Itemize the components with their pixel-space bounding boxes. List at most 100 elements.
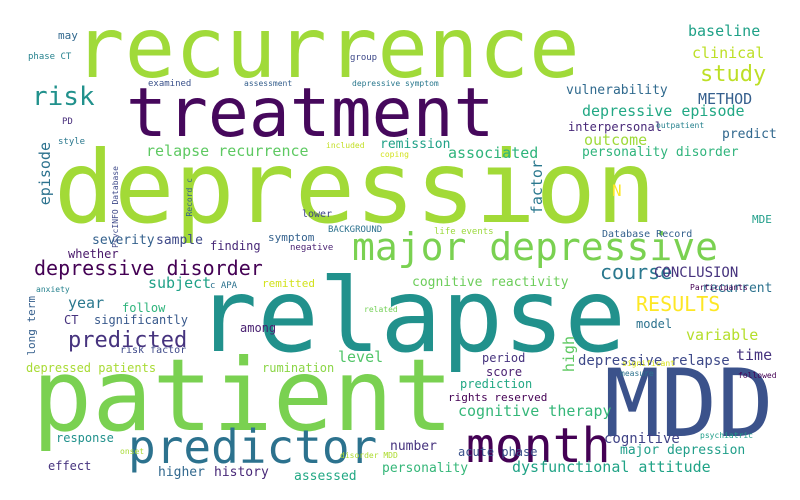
word-major-depressive: major depressive	[352, 225, 719, 269]
word-psycinfo-database: PsycINFO Database	[111, 166, 120, 248]
word-ct: CT	[64, 313, 79, 327]
word-c-apa: c APA	[210, 281, 238, 291]
word-mde: MDE	[752, 213, 772, 226]
word-level: level	[338, 348, 384, 366]
word-episode: episode	[36, 142, 54, 206]
word-negative: negative	[290, 243, 334, 253]
word-factor: factor	[528, 160, 546, 215]
word-coping: coping	[380, 150, 409, 159]
word-among: among	[240, 321, 277, 335]
word-cognitive-reactivity: cognitive reactivity	[412, 275, 569, 290]
word-finding: finding	[210, 239, 261, 253]
word-response: response	[56, 431, 114, 445]
word-risk-factor: risk factor	[120, 345, 187, 356]
word-patient: patient	[32, 337, 454, 454]
word-rights-reserved: rights reserved	[448, 391, 548, 404]
word-baseline: baseline	[688, 22, 761, 40]
word-recurrent: recurrent	[702, 281, 773, 296]
word-mdd: MDD	[604, 350, 774, 459]
word-time: time	[736, 346, 773, 364]
word-high: high	[560, 336, 578, 373]
word-sample: sample	[156, 233, 203, 248]
word-significant: significant	[622, 359, 675, 368]
word-may: may	[58, 29, 78, 42]
word-whether: whether	[68, 247, 119, 261]
word-depressive-relapse: depressive relapse	[578, 353, 730, 369]
word-outpatient: outpatient	[656, 121, 705, 130]
word-effect: effect	[48, 459, 92, 473]
word-cognitive-therapy: cognitive therapy	[458, 402, 612, 420]
word-anxiety: anxiety	[36, 285, 70, 294]
word-phase-ct: phase CT	[28, 52, 72, 62]
word-variable: variable	[686, 326, 759, 344]
word-year: year	[68, 294, 105, 312]
word-participants: Participants	[690, 283, 748, 292]
word-rumination: rumination	[262, 361, 335, 375]
word-measure: measure	[620, 369, 654, 378]
word-depressive-episode: depressive episode	[582, 102, 745, 120]
word-dysfunctional-attitude: dysfunctional attitude	[512, 458, 711, 476]
word-remission: remission	[380, 137, 451, 152]
word-pd: PD	[62, 117, 73, 127]
word-symptom: symptom	[268, 231, 315, 244]
word-personality-disorder: personality disorder	[582, 145, 739, 160]
word-history: history	[214, 465, 269, 480]
word-higher: higher	[158, 465, 205, 480]
word-period: period	[482, 351, 526, 365]
word-subject: subject	[148, 274, 212, 292]
word-lower: lower	[302, 209, 333, 220]
word-examined: examined	[148, 79, 192, 89]
word-vulnerability: vulnerability	[566, 83, 668, 98]
word-record-c: Record c	[185, 178, 194, 217]
word-depressive-symptom: depressive symptom	[352, 79, 439, 88]
word-results: RESULTS	[636, 292, 721, 316]
word-major-depression: major depression	[620, 443, 746, 458]
word-follow: follow	[122, 301, 166, 315]
word-prediction: prediction	[460, 377, 533, 391]
word-life-events: life events	[434, 227, 494, 237]
word-severity: severity	[92, 233, 155, 248]
word-treatment: treatment	[126, 74, 495, 153]
word-cognitive: cognitive	[604, 431, 680, 447]
word-model: model	[636, 317, 673, 331]
word-related: related	[364, 305, 398, 314]
word-database-record: Database Record	[602, 229, 693, 240]
word-assessed: assessed	[294, 469, 357, 484]
word-acute-phase: acute phase	[458, 445, 538, 459]
word-recurrence: recurrence	[74, 0, 580, 97]
word-outcome: outcome	[584, 131, 648, 149]
word-risk: risk	[32, 82, 95, 112]
word-study: study	[700, 62, 767, 87]
word-psychiatric: psychiatric	[700, 431, 753, 440]
word-course: course	[600, 260, 673, 284]
word-score: score	[486, 365, 523, 379]
word-predicted: predicted	[68, 328, 188, 353]
word-relapse: relapse	[196, 257, 626, 376]
word-relapse-recurrence: relapse recurrence	[146, 142, 309, 160]
word-remitted: remitted	[262, 277, 315, 290]
word-included: included	[326, 141, 365, 150]
word-depressed-patients: depressed patients	[26, 361, 157, 375]
word-significantly: significantly	[94, 313, 188, 327]
word-personality: personality	[382, 461, 469, 476]
word-followed: followed	[738, 371, 777, 380]
word-depressive-disorder: depressive disorder	[34, 256, 263, 280]
word-month: month	[466, 418, 611, 474]
word-n: N	[612, 181, 622, 200]
word-predict: predict	[722, 127, 777, 142]
word-background: BACKGROUND	[328, 225, 383, 235]
word-group: group	[350, 53, 378, 63]
word-onset: onset	[120, 447, 145, 456]
word-number: number	[390, 439, 437, 454]
word-depression: depression	[54, 129, 657, 246]
word-conclusion: CONCLUSION	[654, 265, 739, 281]
word-clinical: clinical	[692, 44, 765, 62]
word-disorder-mdd: disorder MDD	[340, 451, 398, 460]
word-predictor: predictor	[128, 420, 378, 474]
word-method: METHOD	[698, 90, 753, 108]
word-long-term: long term	[25, 296, 38, 356]
word-interpersonal: interpersonal	[568, 120, 662, 134]
word-associated: associated	[448, 144, 539, 162]
word-style: style	[58, 137, 86, 147]
